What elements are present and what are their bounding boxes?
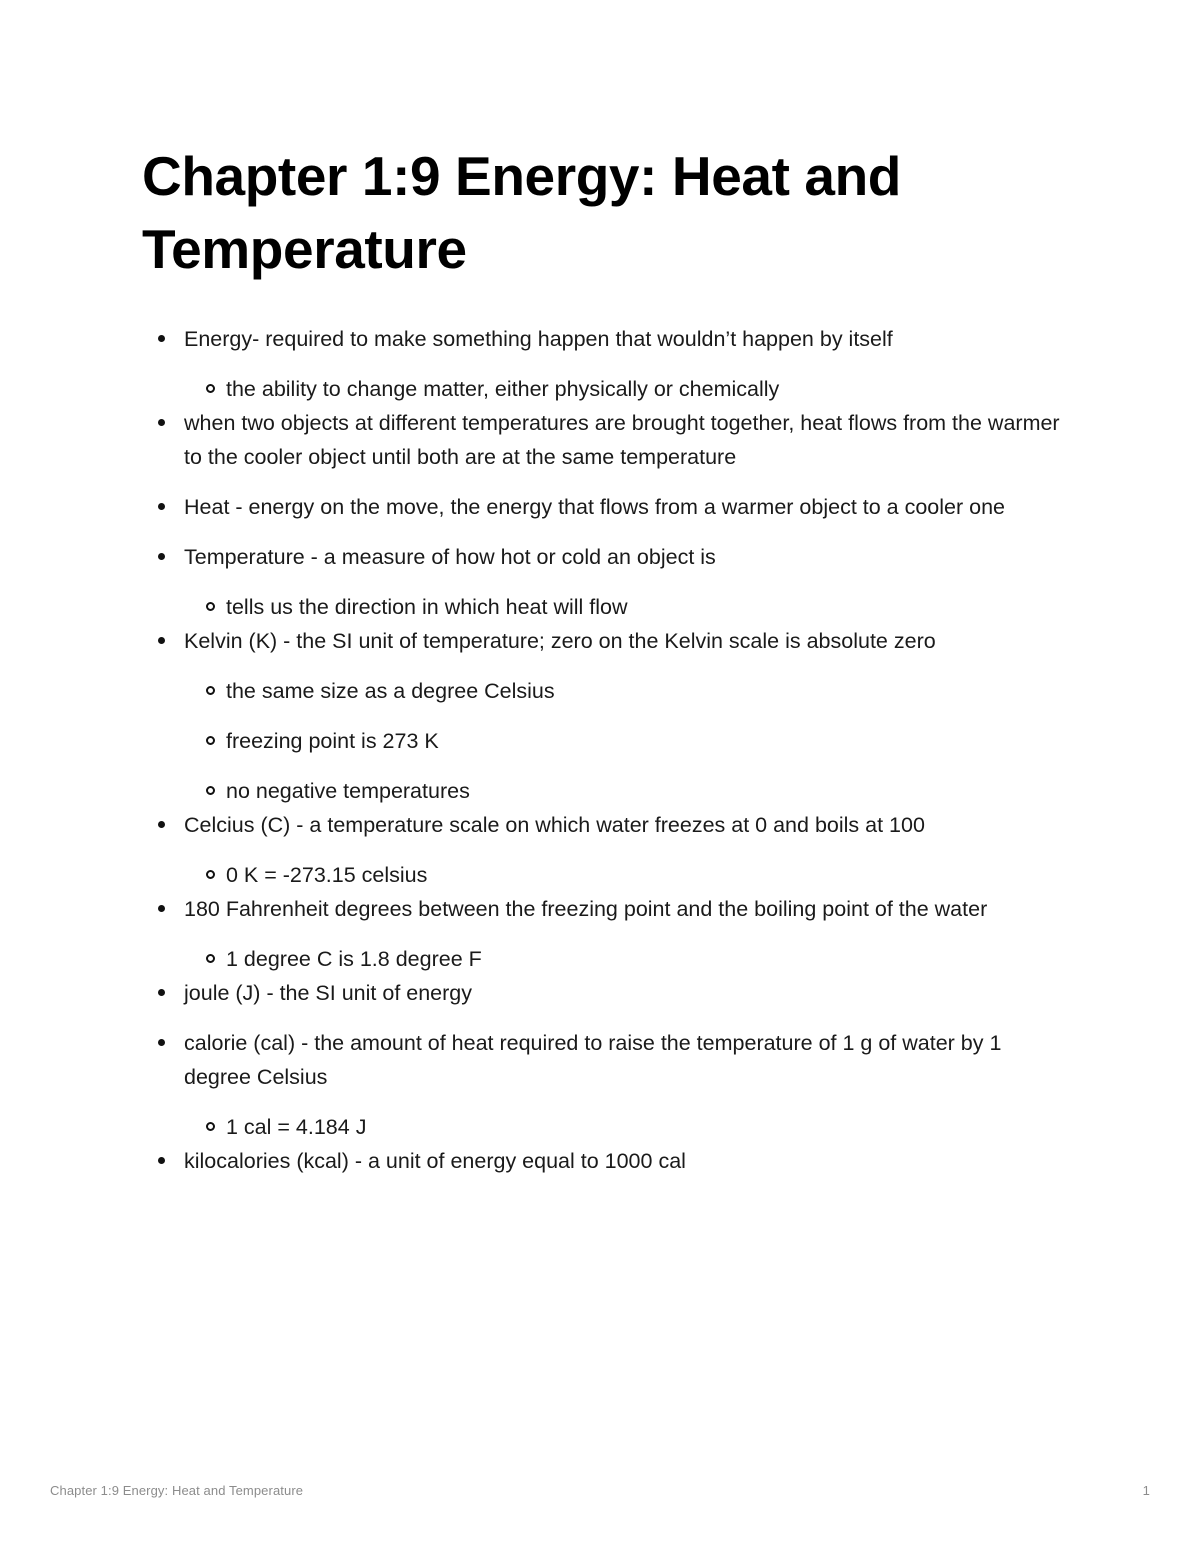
outline-sublist: 1 degree C is 1.8 degree F bbox=[184, 942, 1072, 976]
bullet-ring-icon bbox=[206, 1122, 215, 1131]
outline-item-label: Celcius (C) - a temperature scale on whi… bbox=[184, 813, 925, 837]
bullet-disc-icon bbox=[158, 419, 165, 426]
outline-sublist: tells us the direction in which heat wil… bbox=[184, 590, 1072, 624]
bullet-disc-icon bbox=[158, 1039, 165, 1046]
page-footer: Chapter 1:9 Energy: Heat and Temperature… bbox=[50, 1478, 1150, 1502]
bullet-disc-icon bbox=[158, 335, 165, 342]
outline-item-label: joule (J) - the SI unit of energy bbox=[184, 981, 473, 1005]
outline-item: Celcius (C) - a temperature scale on whi… bbox=[142, 808, 1072, 892]
bullet-ring-icon bbox=[206, 384, 215, 393]
bullet-ring-icon bbox=[206, 736, 215, 745]
outline-item: Energy- required to make something happe… bbox=[142, 322, 1072, 406]
bullet-ring-icon bbox=[206, 686, 215, 695]
outline-item-label: Temperature - a measure of how hot or co… bbox=[184, 545, 716, 569]
outline-sublist: the ability to change matter, either phy… bbox=[184, 372, 1072, 406]
bullet-disc-icon bbox=[158, 503, 165, 510]
outline-subitem: 1 cal = 4.184 J bbox=[184, 1110, 1072, 1144]
outline-item: Temperature - a measure of how hot or co… bbox=[142, 540, 1072, 624]
outline-item-label: Energy- required to make something happe… bbox=[184, 327, 893, 351]
outline-subitem-label: freezing point is 273 K bbox=[226, 729, 439, 753]
bullet-ring-icon bbox=[206, 870, 215, 879]
outline-item-label: Heat - energy on the move, the energy th… bbox=[184, 495, 1005, 519]
outline-item: kilocalories (kcal) - a unit of energy e… bbox=[142, 1144, 1072, 1178]
outline-item: Kelvin (K) - the SI unit of temperature;… bbox=[142, 624, 1072, 808]
outline-sublist: 0 K = -273.15 celsius bbox=[184, 858, 1072, 892]
bullet-ring-icon bbox=[206, 602, 215, 611]
bullet-disc-icon bbox=[158, 553, 165, 560]
outline-item: when two objects at different temperatur… bbox=[142, 406, 1072, 474]
outline-subitem: freezing point is 273 K bbox=[184, 724, 1072, 758]
outline-item-label: when two objects at different temperatur… bbox=[184, 411, 1060, 469]
bullet-disc-icon bbox=[158, 637, 165, 644]
bullet-disc-icon bbox=[158, 1157, 165, 1164]
outline-subitem: 0 K = -273.15 celsius bbox=[184, 858, 1072, 892]
outline-subitem-label: tells us the direction in which heat wil… bbox=[226, 595, 628, 619]
outline-list: Energy- required to make something happe… bbox=[142, 322, 1072, 1178]
outline-subitem-label: 1 cal = 4.184 J bbox=[226, 1115, 367, 1139]
outline-item: joule (J) - the SI unit of energy bbox=[142, 976, 1072, 1010]
bullet-disc-icon bbox=[158, 821, 165, 828]
outline-item-label: Kelvin (K) - the SI unit of temperature;… bbox=[184, 629, 936, 653]
outline-item: 180 Fahrenheit degrees between the freez… bbox=[142, 892, 1072, 976]
outline-subitem: the same size as a degree Celsius bbox=[184, 674, 1072, 708]
footer-title: Chapter 1:9 Energy: Heat and Temperature bbox=[50, 1482, 304, 1498]
outline-subitem: tells us the direction in which heat wil… bbox=[184, 590, 1072, 624]
bullet-ring-icon bbox=[206, 786, 215, 795]
outline-item-label: 180 Fahrenheit degrees between the freez… bbox=[184, 897, 988, 921]
bullet-ring-icon bbox=[206, 954, 215, 963]
outline-subitem-label: 1 degree C is 1.8 degree F bbox=[226, 947, 482, 971]
outline-item: calorie (cal) - the amount of heat requi… bbox=[142, 1026, 1072, 1144]
bullet-disc-icon bbox=[158, 989, 165, 996]
notes-body: Energy- required to make something happe… bbox=[142, 322, 1072, 1194]
outline-item-label: kilocalories (kcal) - a unit of energy e… bbox=[184, 1149, 686, 1173]
outline-subitem: the ability to change matter, either phy… bbox=[184, 372, 1072, 406]
outline-item-label: calorie (cal) - the amount of heat requi… bbox=[184, 1031, 1002, 1089]
outline-subitem: no negative temperatures bbox=[184, 774, 1072, 808]
outline-subitem-label: 0 K = -273.15 celsius bbox=[226, 863, 428, 887]
outline-subitem-label: the same size as a degree Celsius bbox=[226, 679, 555, 703]
outline-sublist: the same size as a degree Celsius freezin… bbox=[184, 674, 1072, 808]
outline-subitem-label: the ability to change matter, either phy… bbox=[226, 377, 780, 401]
outline-item: Heat - energy on the move, the energy th… bbox=[142, 490, 1072, 524]
page-title: Chapter 1:9 Energy: Heat and Temperature bbox=[142, 145, 901, 280]
outline-subitem: 1 degree C is 1.8 degree F bbox=[184, 942, 1072, 976]
bullet-disc-icon bbox=[158, 905, 165, 912]
outline-subitem-label: no negative temperatures bbox=[226, 779, 470, 803]
outline-sublist: 1 cal = 4.184 J bbox=[184, 1110, 1072, 1144]
footer-page-number: 1 bbox=[1142, 1482, 1150, 1498]
